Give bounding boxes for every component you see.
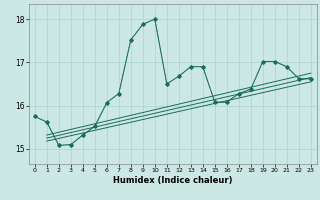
- X-axis label: Humidex (Indice chaleur): Humidex (Indice chaleur): [113, 176, 233, 185]
